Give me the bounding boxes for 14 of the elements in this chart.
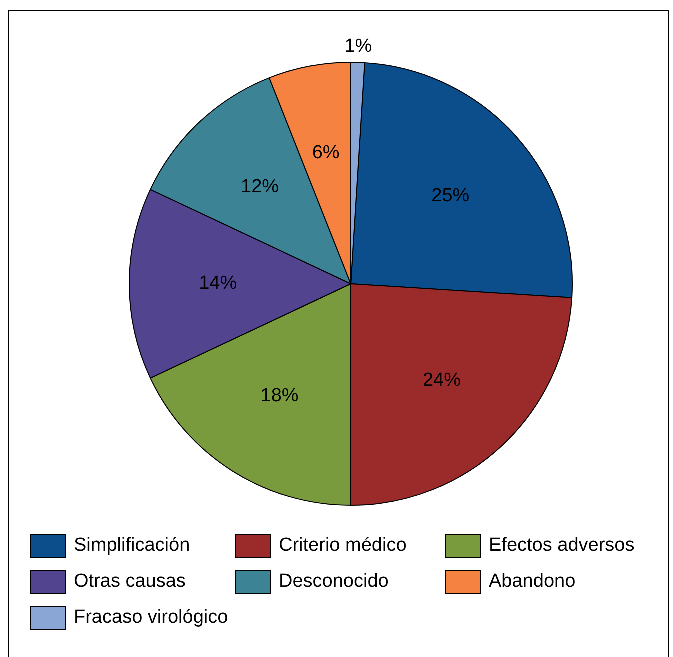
data-label: 14% [199, 273, 238, 294]
data-label: 24% [422, 370, 462, 392]
data-label: 25% [432, 185, 470, 206]
data-label: 1% [344, 36, 372, 57]
legend-label: Abandono [489, 571, 576, 593]
legend-label: Efectos adversos [489, 535, 635, 557]
legend-label: Desconocido [279, 571, 389, 593]
legend-label: Simplificación [74, 535, 190, 557]
data-label: 12% [241, 176, 280, 198]
data-label: 6% [312, 142, 340, 164]
legend-label: Criterio médico [279, 535, 407, 557]
legend-label: Otras causas [74, 571, 186, 593]
data-label: 18% [260, 385, 299, 406]
legend-label: Fracaso virológico [74, 607, 228, 629]
